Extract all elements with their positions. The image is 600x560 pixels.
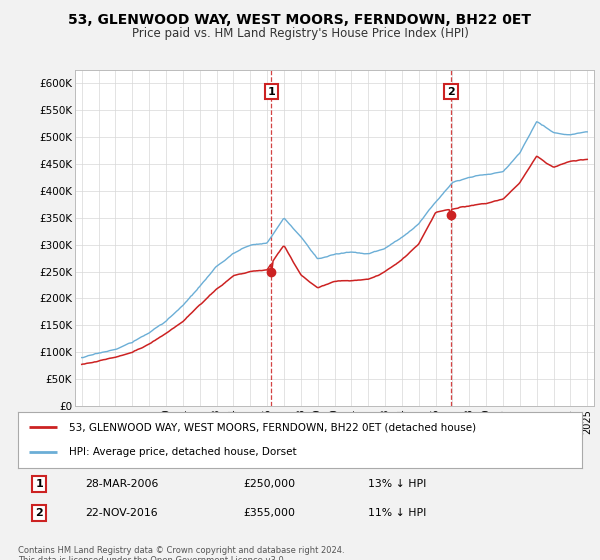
Text: 53, GLENWOOD WAY, WEST MOORS, FERNDOWN, BH22 0ET (detached house): 53, GLENWOOD WAY, WEST MOORS, FERNDOWN, … [69,422,476,432]
Text: HPI: Average price, detached house, Dorset: HPI: Average price, detached house, Dors… [69,447,296,457]
Text: 1: 1 [268,86,275,96]
Text: £250,000: £250,000 [244,479,296,489]
Text: £355,000: £355,000 [244,508,296,518]
Text: 11% ↓ HPI: 11% ↓ HPI [368,508,426,518]
Text: Contains HM Land Registry data © Crown copyright and database right 2024.
This d: Contains HM Land Registry data © Crown c… [18,546,344,560]
Text: 22-NOV-2016: 22-NOV-2016 [86,508,158,518]
Text: 13% ↓ HPI: 13% ↓ HPI [368,479,426,489]
Text: 1: 1 [35,479,43,489]
Text: 2: 2 [35,508,43,518]
Text: 2: 2 [447,86,455,96]
Text: Price paid vs. HM Land Registry's House Price Index (HPI): Price paid vs. HM Land Registry's House … [131,27,469,40]
Text: 28-MAR-2006: 28-MAR-2006 [86,479,159,489]
Text: 53, GLENWOOD WAY, WEST MOORS, FERNDOWN, BH22 0ET: 53, GLENWOOD WAY, WEST MOORS, FERNDOWN, … [68,13,532,27]
